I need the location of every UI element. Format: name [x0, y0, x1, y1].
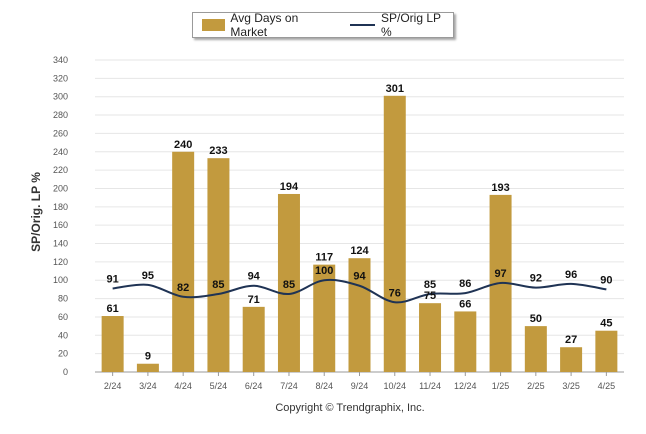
- y-tick-label: 0: [63, 367, 68, 377]
- x-axis-ticks: 2/24 3/24 4/24 5/24 6/24 7/24 8/24 9/24 10/24 11/…: [104, 372, 615, 391]
- x-tick-label: 8/24: [315, 381, 333, 391]
- line-value-label: 76: [389, 287, 401, 299]
- line-path: [112, 278, 607, 304]
- bar-value-label: 45: [600, 318, 612, 330]
- y-tick-label: 80: [58, 294, 68, 304]
- y-axis-ticks: 0 20 40 60 80 100 120 140 160 180 200 220 240 260 280 3…: [53, 55, 68, 377]
- x-tick-label: 6/24: [245, 381, 263, 391]
- y-tick-label: 340: [53, 55, 68, 65]
- bar: [136, 363, 159, 372]
- x-tick-label: 2/24: [104, 381, 122, 391]
- y-tick-label: 260: [53, 128, 68, 138]
- bar-value-label: 124: [350, 245, 369, 257]
- bar-series: [101, 95, 618, 372]
- bar-value-label: 61: [107, 303, 119, 315]
- bar: [207, 158, 230, 372]
- y-tick-label: 180: [53, 202, 68, 212]
- line-value-label: 90: [600, 274, 612, 286]
- bar-value-label: 240: [174, 139, 192, 151]
- y-tick-label: 20: [58, 349, 68, 359]
- bar: [383, 95, 406, 372]
- x-tick-label: 3/24: [139, 381, 157, 391]
- y-tick-label: 220: [53, 165, 68, 175]
- y-tick-label: 200: [53, 183, 68, 193]
- x-tick-label: 9/24: [351, 381, 369, 391]
- bar-value-label: 233: [209, 145, 227, 157]
- bar-value-label: 50: [530, 313, 542, 325]
- bar: [101, 316, 124, 372]
- line-value-label: 95: [142, 270, 154, 282]
- bar-value-label: 75: [424, 290, 436, 302]
- x-tick-label: 2/25: [527, 381, 545, 391]
- bar-value-label: 117: [315, 252, 333, 264]
- bar: [172, 151, 195, 372]
- x-tick-label: 5/24: [210, 381, 228, 391]
- line-value-label: 85: [424, 279, 436, 291]
- line-value-label: 91: [107, 273, 119, 285]
- line-value-label: 92: [530, 273, 542, 285]
- bar: [454, 311, 477, 372]
- bar: [524, 326, 547, 372]
- line-value-label: 96: [565, 269, 577, 281]
- line-value-label: 86: [459, 278, 471, 290]
- bar-value-label: 71: [248, 294, 260, 306]
- x-tick-label: 7/24: [280, 381, 298, 391]
- bar: [277, 193, 300, 372]
- legend-line-label: SP/Orig LP %: [380, 11, 441, 39]
- line-value-label: 85: [283, 279, 295, 291]
- x-tick-label: 3/25: [562, 381, 580, 391]
- y-tick-label: 140: [53, 239, 68, 249]
- bar: [419, 303, 442, 372]
- copyright-footer: Copyright © Trendgraphix, Inc.: [275, 402, 425, 414]
- legend-line-swatch: [349, 24, 375, 26]
- y-tick-label: 40: [58, 330, 68, 340]
- bar: [313, 264, 336, 372]
- x-tick-label: 4/24: [174, 381, 192, 391]
- y-axis-label: SP/Orig. LP %: [29, 172, 43, 252]
- bar: [595, 330, 618, 372]
- bar-value-label: 193: [491, 182, 509, 194]
- y-tick-label: 280: [53, 110, 68, 120]
- bar: [348, 258, 371, 372]
- line-value-label: 94: [353, 271, 366, 283]
- line-value-label: 94: [248, 271, 261, 283]
- legend-bar-swatch: [202, 19, 226, 31]
- bar-value-label: 194: [280, 181, 299, 193]
- legend-bar-label: Avg Days on Market: [230, 11, 299, 39]
- bar: [560, 347, 583, 372]
- y-tick-label: 120: [53, 257, 68, 267]
- bar-value-label: 9: [145, 351, 151, 363]
- line-series: [112, 278, 607, 304]
- y-tick-label: 100: [53, 275, 68, 285]
- line-value-label: 85: [212, 279, 224, 291]
- bar-value-label: 27: [565, 334, 577, 346]
- x-tick-label: 12/24: [454, 381, 477, 391]
- y-tick-label: 60: [58, 312, 68, 322]
- x-tick-label: 1/25: [492, 381, 510, 391]
- x-tick-label: 4/25: [598, 381, 616, 391]
- bar: [242, 306, 265, 372]
- x-tick-label: 10/24: [384, 381, 407, 391]
- line-value-label: 97: [494, 268, 506, 280]
- line-value-label: 100: [315, 265, 333, 277]
- y-tick-label: 160: [53, 220, 68, 230]
- line-value-label: 82: [177, 282, 189, 294]
- bar-value-label: 66: [459, 298, 471, 310]
- y-tick-label: 240: [53, 147, 68, 157]
- legend: Avg Days on Market SP/Orig LP %: [192, 11, 454, 39]
- y-tick-label: 300: [53, 92, 68, 102]
- data-labels: 61 9 240 233 71 194 117 124 301 75 66 193 50 27 45 91 95…: [107, 83, 613, 363]
- bar-value-label: 301: [386, 83, 404, 95]
- y-tick-label: 320: [53, 73, 68, 83]
- x-tick-label: 11/24: [419, 381, 441, 391]
